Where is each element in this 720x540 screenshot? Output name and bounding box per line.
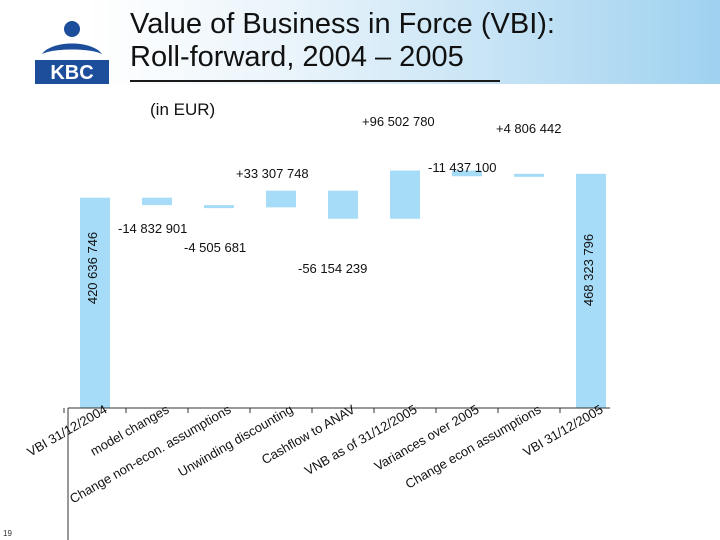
x-tick-label-3: Unwinding discounting (175, 402, 295, 480)
title-line-2: Roll-forward, 2004 – 2005 (130, 41, 464, 73)
bar-4 (328, 190, 358, 219)
page-number: 19 (3, 529, 12, 538)
header-band (0, 0, 720, 84)
x-tick-label-6: Variances over 2005 (372, 402, 482, 474)
bar-0 (80, 197, 110, 408)
data-label-0: 420 636 746 (85, 232, 100, 304)
bar-5 (390, 170, 420, 219)
data-label-6: -11 437 100 (428, 160, 496, 175)
data-label-1: -14 832 901 (118, 221, 187, 236)
bars-layer (80, 170, 606, 408)
kbc-logo-mark: KBC (35, 21, 109, 84)
bar-2 (204, 205, 234, 209)
bar-8 (576, 173, 606, 408)
x-tick-label-5: VNB as of 31/12/2005 (302, 402, 420, 479)
kbc-logo: KBC (30, 18, 114, 86)
data-label-2: -4 505 681 (184, 240, 246, 255)
unit-label: (in EUR) (150, 100, 216, 119)
data-label-3: +33 307 748 (236, 166, 309, 181)
ticks-layer (63, 408, 561, 413)
data-label-5: +96 502 780 (362, 114, 435, 129)
page-title: Value of Business in Force (VBI): Roll-f… (130, 8, 710, 74)
data-label-7: +4 806 442 (496, 121, 561, 136)
title-underline (130, 80, 500, 82)
bar-7 (514, 173, 544, 177)
logo-text: KBC (50, 62, 93, 84)
title-line-1: Value of Business in Force (VBI): (130, 8, 555, 40)
bar-3 (266, 190, 296, 208)
data-label-8: 468 323 796 (581, 234, 596, 306)
bar-6 (452, 170, 482, 177)
data-label-4: -56 154 239 (298, 261, 367, 276)
bar-1 (142, 197, 172, 206)
